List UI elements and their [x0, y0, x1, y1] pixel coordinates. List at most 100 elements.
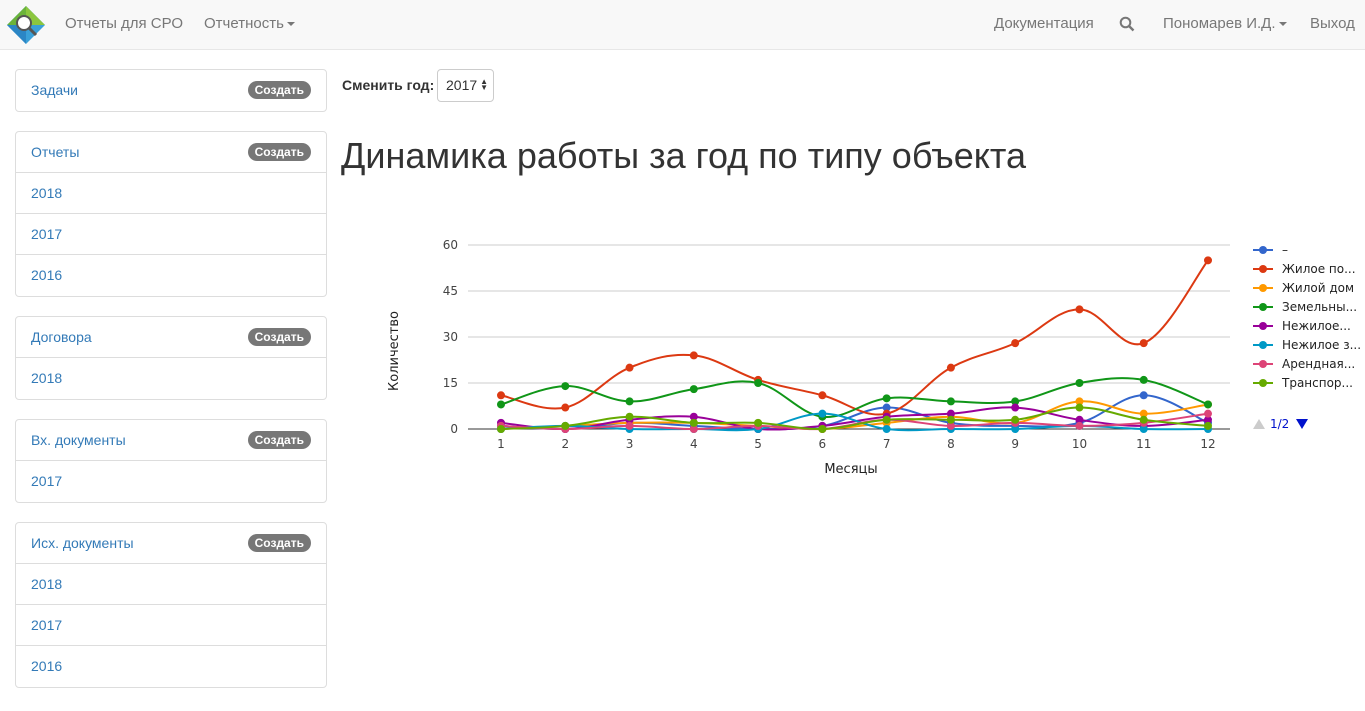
legend-next-icon[interactable] — [1296, 419, 1308, 429]
sidebar-item-contracts-2018[interactable]: 2018 — [31, 370, 63, 386]
data-point — [1204, 400, 1212, 409]
data-point — [625, 421, 634, 430]
create-task-button[interactable]: Создать — [247, 81, 311, 99]
data-point — [625, 363, 634, 372]
data-point — [946, 363, 955, 372]
legend-swatch-dot — [1259, 246, 1267, 254]
sidebar-item-outgoing-2018[interactable]: 2018 — [16, 564, 326, 605]
data-point — [818, 391, 827, 400]
create-report-button[interactable]: Создать — [247, 143, 311, 161]
data-point — [1204, 409, 1212, 418]
x-tick-label: 6 — [819, 437, 827, 451]
data-point — [689, 425, 698, 433]
data-point — [1075, 421, 1084, 430]
sidebar-panel-contracts: Договора Создать 2018 — [15, 316, 327, 400]
data-point — [1075, 379, 1084, 387]
logout-link[interactable]: Выход — [1310, 15, 1355, 32]
sidebar-header-tasks[interactable]: Задачи Создать — [16, 70, 326, 111]
legend-prev-icon[interactable] — [1253, 419, 1265, 429]
nav-reporting-dropdown[interactable]: Отчетность — [204, 0, 295, 50]
data-point — [689, 385, 698, 394]
search-icon[interactable] — [1119, 16, 1135, 32]
data-point — [1011, 415, 1020, 424]
sidebar-item-reports-2016[interactable]: 2016 — [31, 267, 63, 283]
y-tick-label: 15 — [443, 376, 458, 390]
select-arrows-icon: ▲ ▼ — [480, 77, 488, 92]
data-point — [561, 403, 570, 412]
y-tick-label: 45 — [443, 284, 458, 298]
legend-label: Арендная... — [1282, 357, 1355, 371]
x-tick-label: 10 — [1072, 437, 1087, 451]
data-point — [882, 425, 891, 433]
data-point — [1204, 415, 1212, 424]
data-point — [1139, 375, 1148, 384]
data-point — [1204, 421, 1212, 430]
data-point — [625, 412, 634, 421]
sidebar-header-label: Отчеты — [31, 144, 80, 160]
page-title: Динамика работы за год по типу объекта — [341, 135, 1027, 176]
legend-label: – — [1282, 243, 1288, 257]
data-point — [1139, 409, 1148, 418]
y-tick-label: 0 — [450, 422, 458, 436]
legend-swatch-dot — [1259, 303, 1267, 311]
data-point — [689, 418, 698, 427]
data-point — [754, 379, 763, 387]
data-point — [882, 394, 891, 403]
x-tick-label: 7 — [883, 437, 891, 451]
sidebar-header-reports[interactable]: Отчеты Создать — [16, 132, 326, 173]
legend-swatch-dot — [1259, 284, 1267, 292]
data-point — [946, 415, 955, 424]
sidebar-header-label: Задачи — [31, 82, 79, 98]
series-line — [500, 400, 1209, 431]
data-point — [497, 391, 505, 400]
nav-sro-reports[interactable]: Отчеты для СРО — [65, 15, 183, 32]
year-select[interactable]: 2017 ▲ ▼ — [437, 69, 494, 102]
sidebar-item-outgoing-2016[interactable]: 2016 — [31, 658, 63, 674]
data-point — [1139, 415, 1148, 424]
sidebar-item-outgoing-2017[interactable]: 2017 — [16, 605, 326, 646]
legend-pager-text: 1/2 — [1270, 417, 1289, 431]
create-incoming-doc-button[interactable]: Создать — [247, 431, 311, 449]
data-point — [561, 382, 570, 391]
top-navbar: Отчеты для СРО Отчетность Документация П… — [0, 0, 1365, 50]
sidebar-header-contracts[interactable]: Договора Создать — [16, 317, 326, 358]
sidebar-item-reports-2018[interactable]: 2018 — [16, 173, 326, 214]
x-tick-label: 5 — [754, 437, 762, 451]
sidebar-header-incoming-docs[interactable]: Вх. документы Создать — [16, 420, 326, 461]
sidebar-header-outgoing-docs[interactable]: Исх. документы Создать — [16, 523, 326, 564]
data-point — [497, 400, 505, 409]
data-point — [689, 412, 698, 421]
create-outgoing-doc-button[interactable]: Создать — [247, 534, 311, 552]
sidebar-panel-outgoing-docs: Исх. документы Создать 2018 2017 2016 — [15, 522, 327, 688]
sidebar-item-incoming-2017[interactable]: 2017 — [31, 473, 63, 489]
sidebar-panel-reports: Отчеты Создать 2018 2017 2016 — [15, 131, 327, 297]
legend-swatch-dot — [1259, 265, 1267, 273]
data-point — [946, 409, 955, 418]
data-point — [1075, 403, 1084, 412]
nav-reporting-label: Отчетность — [204, 15, 284, 32]
x-tick-label: 8 — [947, 437, 955, 451]
create-contract-button[interactable]: Создать — [247, 328, 311, 346]
nav-documentation[interactable]: Документация — [994, 15, 1094, 32]
data-point — [946, 421, 955, 430]
year-select-label: Сменить год: — [342, 77, 435, 93]
legend-label: Транспор... — [1281, 376, 1353, 390]
user-menu-dropdown[interactable]: Пономарев И.Д. — [1163, 0, 1287, 50]
data-point — [625, 397, 634, 406]
app-logo-icon[interactable] — [5, 4, 47, 46]
sidebar-item-reports-2017[interactable]: 2017 — [16, 214, 326, 255]
caret-down-icon — [286, 22, 295, 27]
data-point — [1011, 397, 1020, 406]
data-point — [689, 351, 698, 360]
data-point — [1075, 397, 1084, 406]
sidebar-header-label: Договора — [31, 329, 92, 345]
data-point — [1139, 339, 1148, 348]
sidebar-panel-tasks: Задачи Создать — [15, 69, 327, 112]
caret-down-icon — [1278, 22, 1287, 27]
sidebar-header-label: Вх. документы — [31, 432, 126, 448]
data-point — [561, 421, 570, 430]
legend-label: Жилой дом — [1282, 281, 1354, 295]
data-point — [1139, 425, 1148, 433]
data-point — [1011, 339, 1020, 348]
